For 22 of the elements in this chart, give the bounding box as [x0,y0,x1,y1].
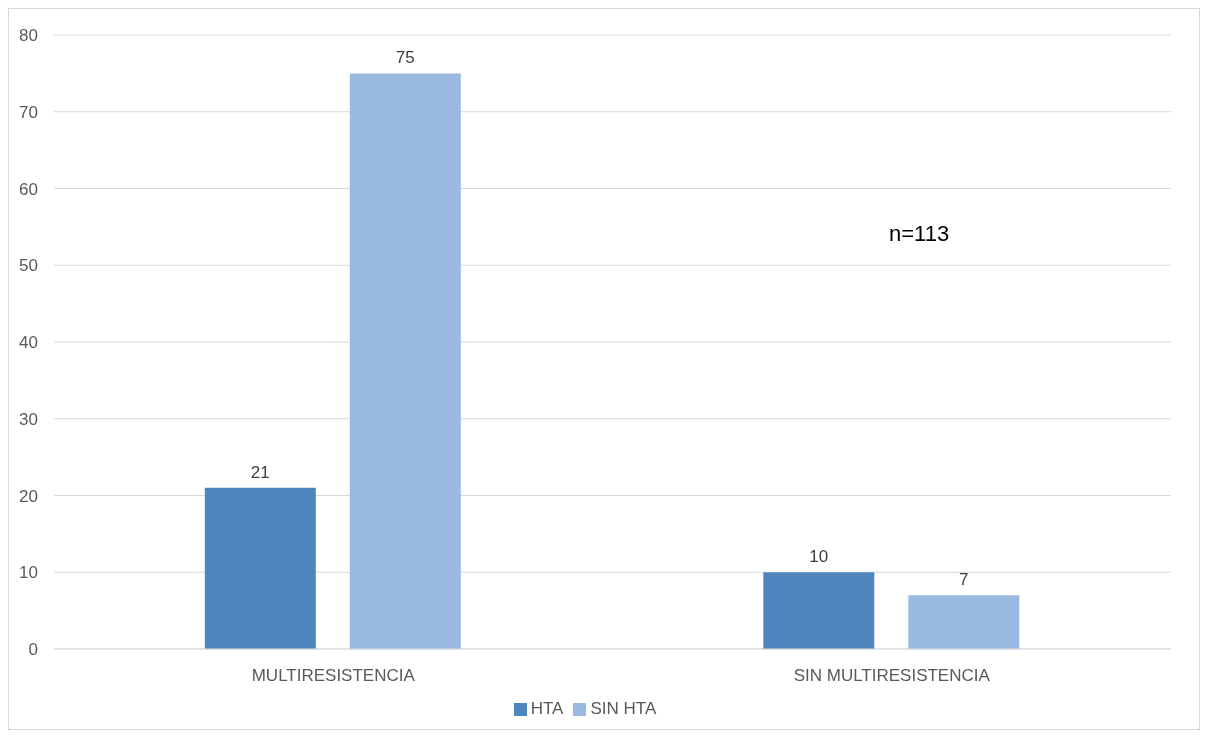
bar [349,73,461,649]
data-label: 21 [250,462,270,482]
y-tick-label: 30 [19,409,38,429]
data-label: 7 [959,570,969,590]
y-tick-label: 60 [19,179,38,199]
bar [204,487,316,649]
data-label: 75 [395,48,415,68]
bar [763,572,875,649]
y-tick-label: 20 [19,486,38,506]
x-tick-label: SIN MULTIRESISTENCIA [793,666,991,686]
y-tick-label: 40 [19,333,38,353]
legend-label: HTA [530,699,564,718]
annotation: n=113 [889,221,950,247]
bar [908,595,1020,649]
y-tick-label: 0 [28,640,38,660]
y-tick-label: 50 [19,256,38,276]
y-tick-label: 70 [19,102,38,122]
legend-label: SIN HTA [590,699,657,718]
x-tick-label: MULTIRESISTENCIA [251,666,416,686]
y-tick-label: 10 [19,563,38,583]
y-tick-label: 80 [19,26,38,46]
data-label: 10 [809,547,829,567]
